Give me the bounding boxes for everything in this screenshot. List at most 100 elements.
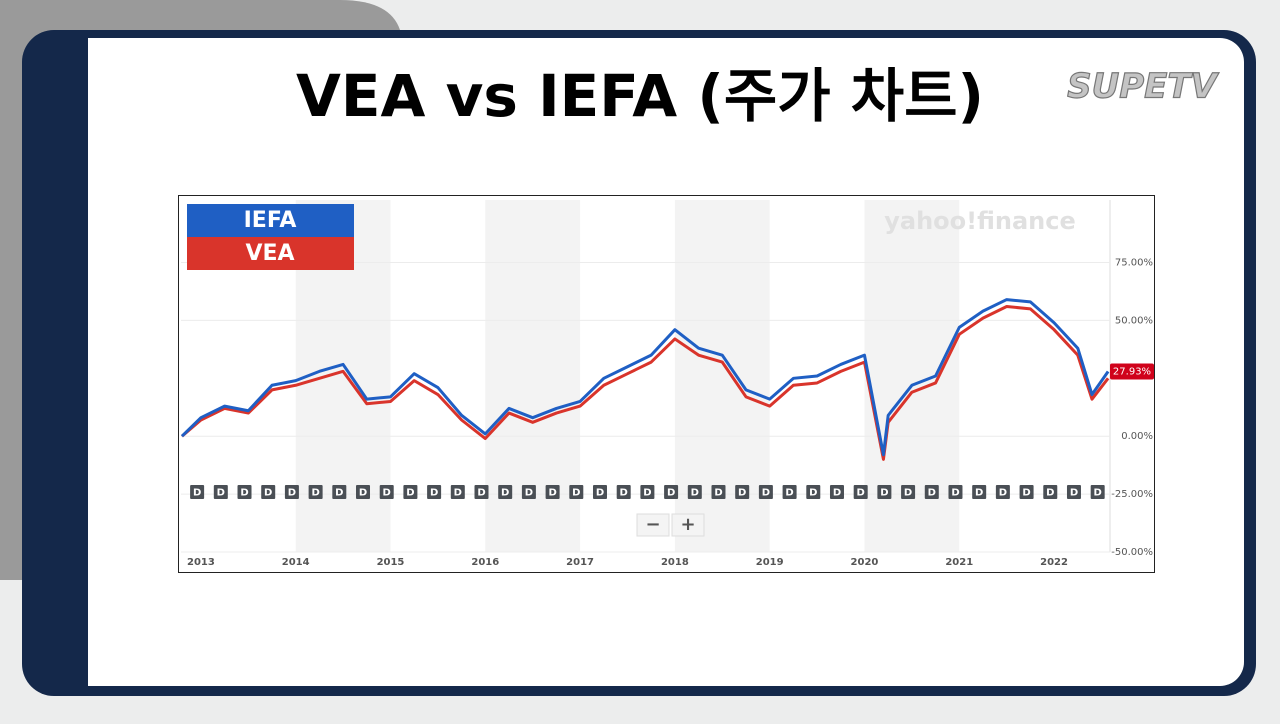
x-tick-label: 2013 — [187, 557, 215, 568]
x-tick-label: 2014 — [282, 557, 310, 568]
dividend-label: D — [1022, 488, 1030, 499]
dividend-label: D — [217, 488, 225, 499]
dividend-marker — [853, 485, 868, 499]
dividend-marker — [829, 485, 844, 499]
y-tick-label: -50.00% — [1111, 547, 1153, 558]
dividend-label: D — [738, 488, 746, 499]
dividend-marker — [782, 485, 797, 499]
dividend-label: D — [809, 488, 817, 499]
x-tick-label: 2016 — [471, 557, 499, 568]
x-tick-label: 2018 — [661, 557, 689, 568]
dividend-marker — [640, 485, 655, 499]
dividend-label: D — [643, 488, 651, 499]
dividend-marker — [213, 485, 228, 499]
x-tick-label: 2021 — [945, 557, 973, 568]
dividend-label: D — [1046, 488, 1054, 499]
dividend-label: D — [999, 488, 1007, 499]
dividend-marker — [711, 485, 726, 499]
dividend-marker — [1019, 485, 1034, 499]
dividend-marker — [735, 485, 750, 499]
dividend-label: D — [430, 488, 438, 499]
dividend-label: D — [288, 488, 296, 499]
y-tick-label: 0.00% — [1121, 431, 1153, 442]
panel-edge — [88, 38, 128, 686]
year-band — [674, 200, 770, 552]
dividend-marker — [972, 485, 987, 499]
dividend-marker — [284, 485, 299, 499]
dividend-marker — [261, 485, 276, 499]
dividend-label: D — [264, 488, 272, 499]
dividend-marker — [450, 485, 465, 499]
dividend-label: D — [383, 488, 391, 499]
dividend-marker — [190, 485, 205, 499]
dividend-label: D — [904, 488, 912, 499]
dividend-label: D — [857, 488, 865, 499]
y-tick-label: 50.00% — [1115, 315, 1153, 326]
zoom-button[interactable] — [636, 513, 670, 537]
x-tick-label: 2017 — [566, 557, 594, 568]
dividend-marker — [687, 485, 702, 499]
dividend-label: D — [596, 488, 604, 499]
dividend-label: D — [951, 488, 959, 499]
value-label: 27.93% — [1113, 367, 1151, 378]
dividend-label: D — [667, 488, 675, 499]
dividend-label: D — [477, 488, 485, 499]
x-tick-label: 2020 — [851, 557, 879, 568]
dividend-marker — [616, 485, 631, 499]
dividend-marker — [521, 485, 536, 499]
dividend-label: D — [454, 488, 462, 499]
y-tick-label: 75.00% — [1115, 258, 1153, 269]
x-tick-label: 2022 — [1040, 557, 1068, 568]
zoom-button-label[interactable]: + — [680, 514, 695, 535]
series-line — [180, 305, 1110, 461]
dividend-label: D — [525, 488, 533, 499]
dividend-marker — [806, 485, 821, 499]
legend-swatch — [187, 237, 354, 270]
dividend-marker — [498, 485, 513, 499]
dividend-label: D — [572, 488, 580, 499]
dividend-marker — [356, 485, 371, 499]
watermark: yahoo!finance — [884, 207, 1076, 235]
dividend-marker — [758, 485, 773, 499]
logo: SUPETV — [1067, 67, 1219, 107]
dividend-label: D — [1094, 488, 1102, 499]
dividend-label: D — [1070, 488, 1078, 499]
dividend-marker — [592, 485, 607, 499]
zoom-button-label[interactable]: − — [645, 514, 660, 535]
dividend-label: D — [785, 488, 793, 499]
dividend-marker — [474, 485, 489, 499]
dividend-label: D — [359, 488, 367, 499]
dividend-label: D — [548, 488, 556, 499]
year-band — [864, 200, 960, 552]
legend-label: VEA — [245, 241, 294, 266]
dividend-label: D — [335, 488, 343, 499]
dividend-marker — [1043, 485, 1058, 499]
chart: 2013 2014 2015 2016 2017 2018 2019 2020 2021 2022… — [180, 200, 1154, 568]
slide-title: VEA vs IEFA (주가 차트) — [296, 62, 984, 130]
dividend-marker — [237, 485, 252, 499]
dividend-marker — [545, 485, 560, 499]
dividend-marker — [1090, 485, 1105, 499]
x-tick-label: 2019 — [756, 557, 784, 568]
dividend-marker — [379, 485, 394, 499]
dividend-marker — [924, 485, 939, 499]
zoom-button[interactable] — [671, 513, 705, 537]
dividend-marker — [332, 485, 347, 499]
series-line — [180, 298, 1110, 457]
value-flag — [1110, 363, 1154, 380]
dividend-label: D — [691, 488, 699, 499]
dividend-label: D — [240, 488, 248, 499]
dividend-marker — [901, 485, 916, 499]
x-tick-label: 2015 — [377, 557, 405, 568]
dividend-label: D — [928, 488, 936, 499]
dividend-marker — [995, 485, 1010, 499]
dividend-label: D — [501, 488, 509, 499]
dividend-marker — [664, 485, 679, 499]
dividend-marker — [569, 485, 584, 499]
dividend-marker — [948, 485, 963, 499]
dividend-label: D — [620, 488, 628, 499]
legend-swatch — [187, 204, 354, 237]
dividend-label: D — [762, 488, 770, 499]
